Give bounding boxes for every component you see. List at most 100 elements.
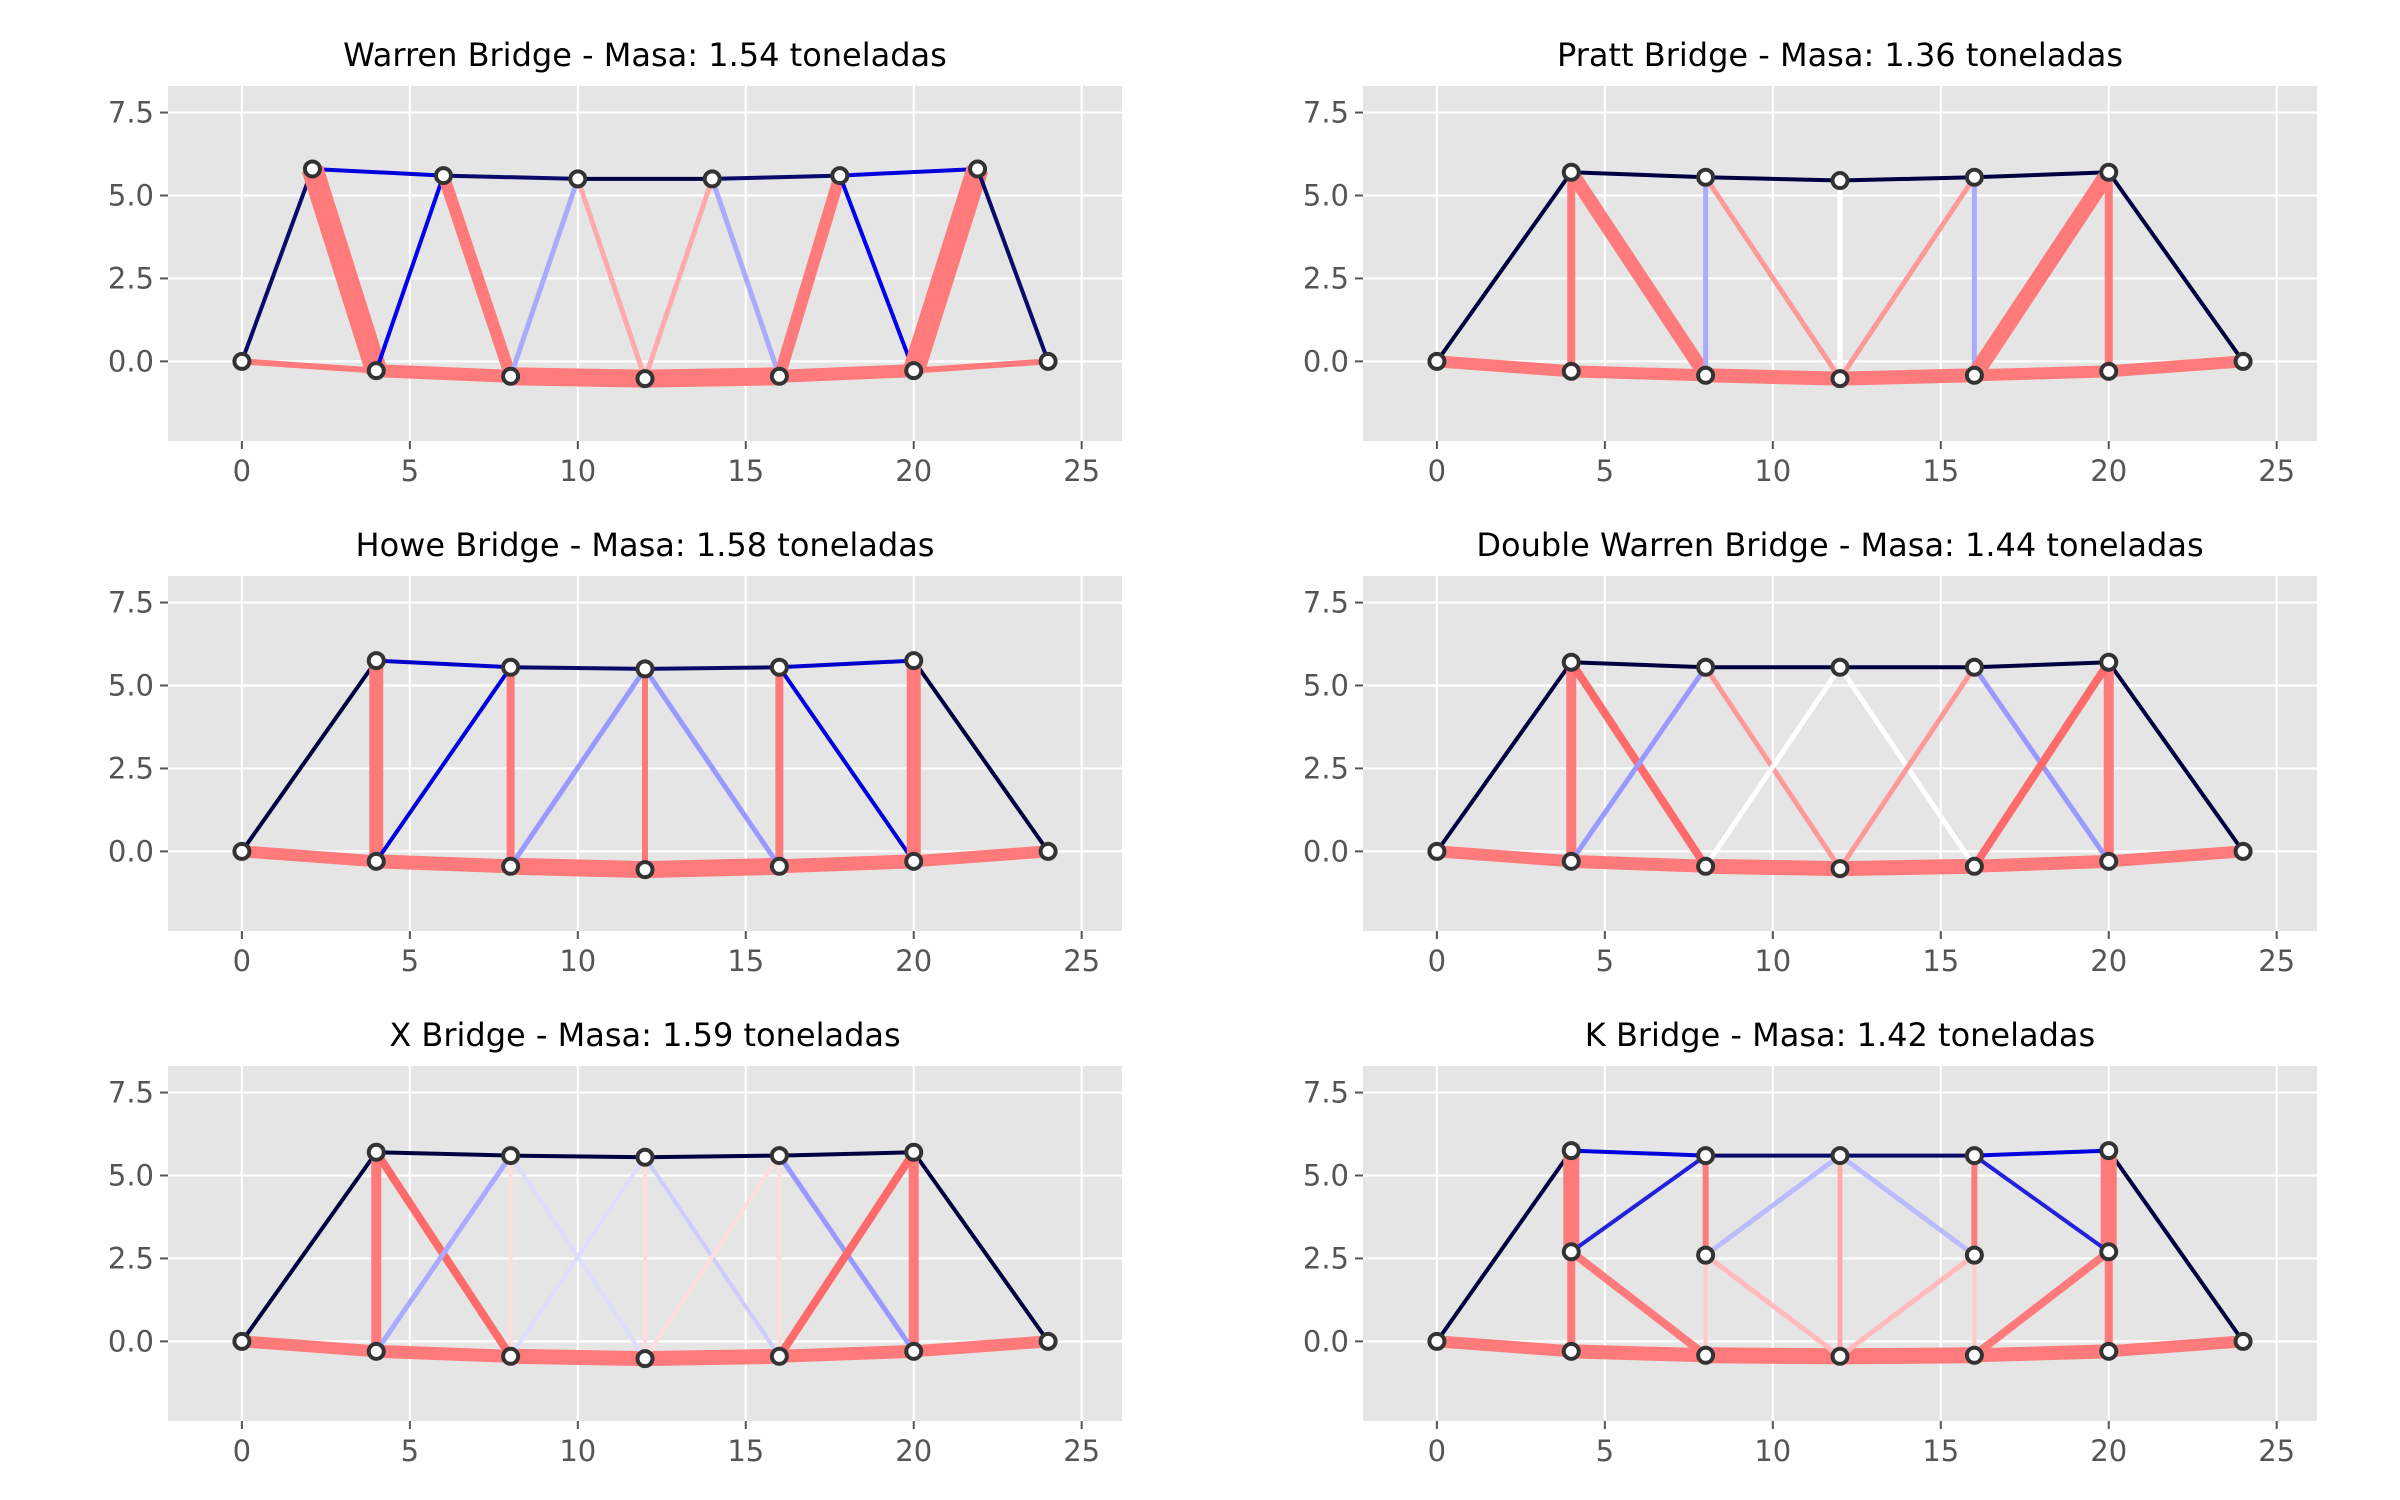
truss-member — [1703, 175, 1843, 381]
truss-node — [1561, 1242, 1581, 1262]
truss-member — [510, 1348, 646, 1367]
y-tick-label: 0.0 — [108, 344, 154, 378]
truss-member — [644, 665, 780, 671]
truss-member — [1967, 167, 2116, 380]
truss-node — [1830, 859, 1850, 879]
truss-node — [568, 169, 588, 189]
truss-node — [1038, 1331, 1058, 1351]
truss-node — [366, 851, 386, 871]
members — [240, 1150, 1050, 1367]
truss-member — [575, 178, 648, 380]
truss-member — [510, 665, 646, 671]
truss-node — [2233, 1331, 2253, 1351]
x-tick-label: 20 — [895, 944, 932, 978]
truss-member — [773, 173, 846, 379]
truss-node — [1964, 1345, 1984, 1365]
truss-member — [375, 364, 511, 383]
y-tick-label: 5.0 — [108, 178, 154, 212]
truss-node — [968, 159, 988, 179]
truss-member — [376, 658, 511, 670]
truss-node — [1830, 1346, 1850, 1366]
truss-member — [240, 659, 378, 853]
truss-member — [776, 1150, 918, 1359]
truss-member — [644, 1348, 780, 1367]
truss-member — [1974, 660, 2109, 670]
x-tick-label: 5 — [1596, 944, 1614, 978]
x-tick-label: 10 — [559, 944, 596, 978]
truss-member — [301, 165, 387, 374]
truss-node — [2099, 361, 2119, 381]
y-tick-label: 2.5 — [1303, 1241, 1349, 1275]
truss-member — [1974, 1148, 2109, 1158]
truss-member — [1703, 665, 1843, 868]
truss-node — [366, 651, 386, 671]
truss-member — [510, 857, 646, 879]
truss-node — [1830, 657, 1850, 677]
truss-member — [508, 1156, 647, 1358]
truss-member — [1436, 355, 1572, 378]
truss-member — [1838, 1253, 1976, 1359]
truss-node — [1964, 365, 1984, 385]
y-tick-label: 7.5 — [108, 586, 154, 620]
truss-member — [376, 1150, 511, 1158]
truss-member — [912, 659, 1050, 853]
truss-node — [232, 351, 252, 371]
truss-node — [1561, 162, 1581, 182]
truss-member — [779, 1344, 914, 1363]
truss-node — [366, 361, 386, 381]
truss-member — [644, 857, 780, 879]
y-tick-label: 5.0 — [1303, 1158, 1349, 1192]
x-tick-label: 0 — [1428, 1434, 1446, 1468]
truss-member — [1571, 1344, 1706, 1363]
truss-member — [443, 173, 578, 181]
y-tick-label: 7.5 — [1303, 96, 1349, 130]
truss-member — [1973, 1153, 2110, 1254]
truss-member — [1705, 368, 1841, 386]
truss-node — [1561, 652, 1581, 672]
y-tick-label: 2.5 — [1303, 751, 1349, 785]
truss-node — [904, 361, 924, 381]
truss-member — [374, 1154, 513, 1353]
truss-node — [2099, 851, 2119, 871]
truss-node — [2099, 1242, 2119, 1262]
truss-member — [1435, 171, 1573, 363]
truss-node — [1964, 1146, 1984, 1166]
truss-node — [635, 1349, 655, 1369]
y-tick-label: 7.5 — [108, 96, 154, 130]
x-tick-label: 5 — [1596, 454, 1614, 488]
truss-member — [709, 178, 782, 378]
truss-node — [1427, 1331, 1447, 1351]
truss-member — [1571, 854, 1706, 873]
y-tick-label: 5.0 — [108, 668, 154, 702]
truss-member — [312, 166, 444, 178]
panel-title: Double Warren Bridge - Masa: 1.44 tonela… — [1476, 526, 2203, 564]
truss-panel: 0 5 10 15 20 25 0.0 2.5 5.0 7.5 Warren Bridge - Ma… — [108, 36, 1122, 488]
truss-node — [769, 366, 789, 386]
truss-member — [1974, 365, 2109, 382]
truss-node — [2099, 1341, 2119, 1361]
truss-member — [1571, 365, 1706, 382]
y-tick-label: 5.0 — [108, 1158, 154, 1192]
truss-member — [1436, 1335, 1572, 1358]
truss-node — [904, 651, 924, 671]
x-tick-label: 25 — [2258, 944, 2295, 978]
truss-member — [644, 367, 780, 388]
truss-member — [374, 174, 446, 372]
x-tick-label: 15 — [1922, 944, 1959, 978]
members — [1435, 167, 2245, 386]
x-tick-label: 15 — [1922, 1434, 1959, 1468]
y-tick-label: 7.5 — [1303, 1076, 1349, 1110]
x-tick-label: 15 — [727, 1434, 764, 1468]
x-tick-label: 10 — [559, 454, 596, 488]
truss-panel: 0 5 10 15 20 25 0.0 2.5 5.0 7.5 Double Warren Brid… — [1303, 526, 2317, 978]
truss-member — [913, 358, 1049, 374]
truss-member — [1839, 175, 1975, 183]
truss-node — [1696, 1345, 1716, 1365]
truss-member — [779, 658, 914, 670]
truss-panel: 0 5 10 15 20 25 0.0 2.5 5.0 7.5 Pratt Bridge - Mas… — [1303, 36, 2317, 488]
y-tick-label: 0.0 — [108, 834, 154, 868]
truss-member — [1571, 170, 1706, 180]
truss-member — [712, 173, 840, 181]
truss-node — [1964, 657, 1984, 677]
truss-node — [1696, 1245, 1716, 1265]
